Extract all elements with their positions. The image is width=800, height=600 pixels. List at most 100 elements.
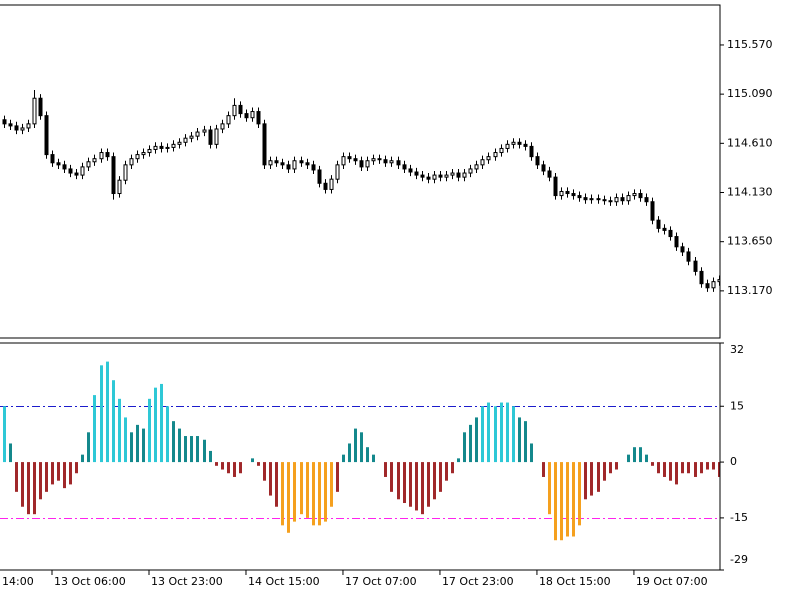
candle-body xyxy=(583,197,588,201)
histogram-bar xyxy=(627,454,630,463)
histogram-bar xyxy=(487,402,490,463)
histogram-bar xyxy=(154,387,157,463)
histogram-bar xyxy=(336,462,339,492)
y-tick-label: -15 xyxy=(730,511,748,524)
x-tick-label: 14 Oct 15:00 xyxy=(248,575,320,588)
candle-body xyxy=(50,154,55,164)
candle-body xyxy=(656,219,661,229)
histogram-bar xyxy=(100,365,103,463)
candle-body xyxy=(602,199,607,202)
histogram-bar xyxy=(457,458,460,463)
candle-body xyxy=(26,123,31,129)
candle-body xyxy=(499,147,504,154)
histogram-bar xyxy=(160,383,163,463)
histogram-bar xyxy=(293,462,296,522)
candle-body xyxy=(644,197,649,203)
histogram-bar xyxy=(348,443,351,463)
histogram-bar xyxy=(603,462,606,481)
candle-body xyxy=(517,141,522,145)
histogram-bar xyxy=(81,454,84,463)
histogram-bar xyxy=(227,462,230,474)
histogram-bar xyxy=(300,462,303,515)
histogram-bar xyxy=(669,462,672,481)
histogram-bar xyxy=(33,462,36,515)
x-tick-label: 17 Oct 07:00 xyxy=(345,575,417,588)
histogram-bar xyxy=(530,443,533,463)
candle-body xyxy=(711,281,716,289)
histogram-bar xyxy=(481,406,484,463)
candle-body xyxy=(559,190,564,197)
y-tick-label: 113.170 xyxy=(727,284,773,297)
candle-body xyxy=(299,160,304,164)
histogram-bar xyxy=(463,432,466,463)
candle-body xyxy=(565,190,570,195)
candle-body xyxy=(389,160,394,164)
histogram-bar xyxy=(196,436,199,463)
histogram-bar xyxy=(542,462,545,477)
histogram-bar xyxy=(306,462,309,518)
candle-body xyxy=(462,172,467,178)
histogram-bar xyxy=(118,398,121,463)
histogram-bar xyxy=(494,406,497,463)
histogram-bar xyxy=(233,462,236,477)
candle-body xyxy=(402,164,407,170)
histogram-bar xyxy=(45,462,48,492)
histogram-bar xyxy=(136,424,139,463)
histogram-bar xyxy=(500,402,503,463)
histogram-bar xyxy=(51,462,54,485)
histogram-bar xyxy=(209,450,212,463)
candle-body xyxy=(14,125,19,131)
candle-body xyxy=(38,97,43,117)
candle-body xyxy=(541,164,546,172)
candle-body xyxy=(511,141,516,145)
candle-body xyxy=(147,148,152,154)
candle-body xyxy=(632,193,637,197)
candle-body xyxy=(202,129,207,133)
candle-body xyxy=(177,141,182,145)
candle-body xyxy=(117,179,122,195)
candle-body xyxy=(189,135,194,139)
candle-body xyxy=(383,159,388,164)
histogram-bar xyxy=(397,462,400,500)
y-tick-label: 115.090 xyxy=(727,87,773,100)
candle-body xyxy=(450,172,455,176)
histogram-bar xyxy=(178,428,181,463)
candle-body xyxy=(432,174,437,180)
candle-body xyxy=(123,164,128,181)
histogram-bar xyxy=(263,462,266,481)
histogram-bar xyxy=(269,462,272,496)
histogram-bar xyxy=(215,462,218,466)
histogram-bar xyxy=(75,462,78,474)
histogram-bar xyxy=(390,462,393,492)
histogram-bar xyxy=(354,428,357,463)
histogram-bar xyxy=(384,462,387,477)
candle-body xyxy=(44,115,49,156)
histogram-bar xyxy=(615,462,618,470)
candle-body xyxy=(274,160,279,164)
histogram-bar xyxy=(597,462,600,492)
candle-body xyxy=(220,123,225,130)
candle-body xyxy=(371,158,376,162)
candle-body xyxy=(214,128,219,145)
x-tick-label: 17 Oct 23:00 xyxy=(442,575,514,588)
y-tick-label: 32 xyxy=(730,343,744,356)
candle-body xyxy=(638,193,643,199)
candle-body xyxy=(268,160,273,166)
candle-body xyxy=(693,260,698,272)
histogram-bar xyxy=(148,398,151,463)
histogram-bar xyxy=(69,462,72,485)
candle-body xyxy=(2,119,7,125)
candle-body xyxy=(311,164,316,171)
histogram-bar xyxy=(554,462,557,541)
histogram-bar xyxy=(142,428,145,463)
x-tick-label: 14:00 xyxy=(2,575,34,588)
histogram-bar xyxy=(706,462,709,470)
histogram-bar xyxy=(324,462,327,522)
x-tick-label: 19 Oct 07:00 xyxy=(636,575,708,588)
histogram-bar xyxy=(590,462,593,496)
histogram-bar xyxy=(718,462,720,477)
candle-body xyxy=(553,176,558,197)
histogram-bar xyxy=(651,462,654,466)
candle-body xyxy=(505,143,510,149)
histogram-bar xyxy=(257,462,260,466)
